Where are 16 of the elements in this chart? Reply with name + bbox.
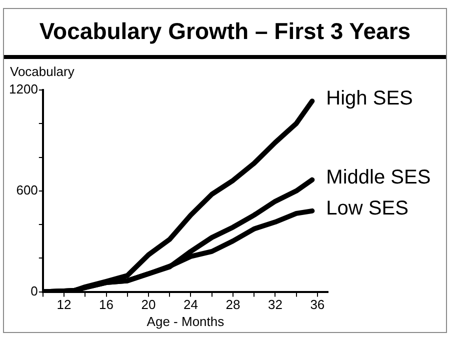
- x-tick-label: 28: [226, 297, 240, 312]
- x-tick-label: 20: [141, 297, 156, 312]
- chart-title: Vocabulary Growth – First 3 Years: [38, 18, 412, 45]
- x-tick-label: 24: [184, 297, 198, 312]
- y-tick-label: 0: [30, 283, 38, 298]
- x-tick-label: 12: [56, 297, 72, 312]
- y-tick-label: 600: [16, 182, 38, 198]
- series-label: Middle SES: [326, 166, 431, 188]
- x-axis-title: Age - Months: [146, 314, 225, 329]
- series-label: Low SES: [326, 197, 408, 220]
- series-label: High SES: [326, 88, 413, 110]
- x-tick-label: 16: [99, 297, 114, 312]
- y-tick-label: 1200: [9, 82, 38, 97]
- y-axis-title: Vocabulary: [10, 64, 75, 80]
- x-tick-label: 32: [268, 297, 282, 312]
- x-tick-label: 36: [310, 297, 325, 312]
